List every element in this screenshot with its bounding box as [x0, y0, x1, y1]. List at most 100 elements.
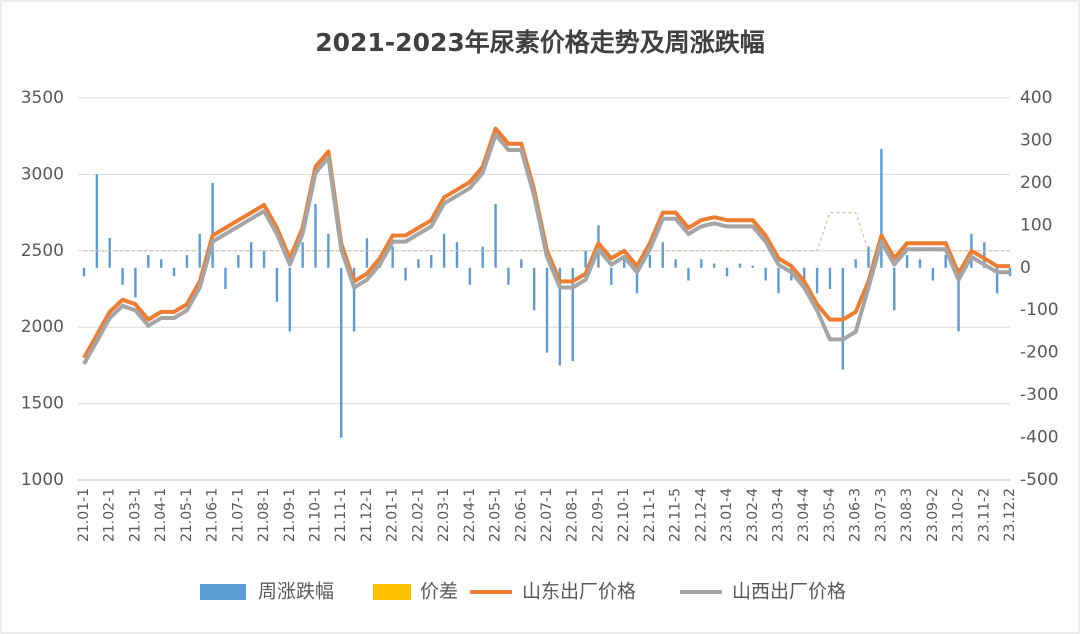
- y2-tick-label: 300: [1020, 130, 1052, 150]
- x-tick-label: 23.05-4: [822, 488, 838, 542]
- bar: [455, 242, 459, 268]
- bar: [545, 267, 549, 353]
- bar: [159, 259, 163, 268]
- x-tick-label: 21.10-1: [308, 488, 324, 542]
- y2-tick-label: 0: [1020, 258, 1031, 278]
- legend-label: 山西出厂价格: [732, 581, 846, 603]
- bar: [417, 259, 420, 268]
- x-tick-label: 23.02-4: [745, 488, 761, 542]
- x-tick-label: 22.07-1: [539, 488, 555, 542]
- bar: [648, 255, 652, 268]
- bar: [687, 267, 690, 281]
- line: [82, 132, 1010, 365]
- bar: [725, 267, 729, 277]
- bar: [815, 267, 819, 294]
- bar: [352, 267, 356, 332]
- bar: [635, 267, 639, 294]
- bar: [211, 182, 214, 268]
- x-tick-label: 21.12-1: [359, 488, 375, 542]
- x-tick-label: 21.05-1: [179, 488, 195, 542]
- bar: [224, 267, 227, 289]
- y-tick-label: 3500: [21, 88, 64, 108]
- x-tick-label: 23.11-2: [976, 488, 992, 542]
- bar: [905, 255, 909, 268]
- bar: [249, 242, 253, 268]
- bar: [558, 267, 562, 366]
- bar: [262, 250, 266, 268]
- x-tick-label: 22.09-1: [590, 488, 606, 542]
- x-tick-label: 22.04-1: [462, 488, 478, 542]
- x-tick-label: 21.02-1: [102, 488, 118, 542]
- y-tick-label: 1000: [21, 470, 64, 490]
- y2-tick-label: -300: [1020, 385, 1059, 405]
- x-tick-label: 21.08-1: [256, 488, 272, 542]
- x-tick-label: 23.07-3: [873, 488, 889, 542]
- bar: [147, 255, 150, 268]
- bar: [95, 174, 99, 268]
- x-tick-label: 23.12.2: [1002, 488, 1018, 541]
- bar: [494, 204, 497, 268]
- bar: [507, 267, 510, 285]
- x-tick-label: 23.09-2: [925, 488, 941, 542]
- bar: [340, 267, 343, 438]
- bar: [764, 267, 767, 281]
- bar: [610, 267, 613, 285]
- bar: [288, 267, 291, 332]
- y2-tick-label: -400: [1020, 428, 1059, 448]
- x-tick-label: 21.11-1: [333, 488, 349, 542]
- bar: [172, 267, 176, 277]
- bar: [481, 246, 484, 268]
- x-tick-label: 22.01-1: [385, 488, 401, 542]
- bar: [867, 246, 870, 268]
- x-tick-label: 23.01-4: [719, 488, 735, 542]
- x-tick-label: 23.03-4: [771, 488, 787, 542]
- bar: [995, 267, 999, 294]
- chart-title: 2021-2023年尿素价格走势及周涨跌幅: [315, 28, 765, 57]
- x-tick-label: 21.03-1: [127, 488, 143, 542]
- bar: [520, 259, 523, 268]
- x-tick-label: 21.09-1: [282, 488, 298, 542]
- bar: [738, 263, 742, 268]
- y-tick-label: 3000: [21, 164, 64, 184]
- x-tick-label: 23.04-4: [796, 488, 812, 542]
- y2-tick-label: -100: [1020, 300, 1059, 320]
- bar: [584, 250, 587, 268]
- x-tick-label: 22.11-5: [668, 488, 684, 542]
- bar: [430, 255, 433, 268]
- x-tick-label: 23.08-3: [899, 488, 915, 542]
- bar: [777, 267, 780, 294]
- bar: [275, 267, 279, 302]
- legend-label: 价差: [420, 581, 458, 603]
- bar: [918, 259, 922, 268]
- x-tick-label: 22.08-1: [565, 488, 581, 542]
- bar: [893, 267, 896, 311]
- x-tick-label: 22.05-1: [488, 488, 504, 542]
- bar: [854, 259, 857, 268]
- bar: [571, 267, 574, 362]
- x-tick-label: 21.04-1: [153, 488, 169, 542]
- x-tick-label: 21.07-1: [230, 488, 246, 542]
- y-tick-label: 2500: [21, 241, 64, 261]
- bar: [468, 267, 472, 285]
- bar: [931, 267, 935, 281]
- x-tick-label: 23.06-3: [848, 488, 864, 542]
- bar: [134, 267, 137, 298]
- bar: [674, 259, 677, 268]
- bar: [365, 238, 369, 268]
- bar: [237, 255, 240, 268]
- legend-swatch: [373, 584, 411, 600]
- y2-tick-label: 200: [1020, 173, 1052, 193]
- y-tick-label: 1500: [21, 394, 64, 414]
- legend-label: 山东出厂价格: [522, 581, 636, 603]
- x-tick-label: 22.03-1: [436, 488, 452, 542]
- x-tick-label: 23.10-2: [951, 488, 967, 542]
- bar: [983, 242, 986, 268]
- bar: [532, 267, 536, 311]
- y2-tick-label: 100: [1020, 215, 1052, 235]
- x-tick-label: 21.01-1: [76, 488, 92, 542]
- bar: [327, 233, 330, 268]
- x-tick-label: 22.11-1: [642, 488, 658, 542]
- bar: [404, 267, 407, 281]
